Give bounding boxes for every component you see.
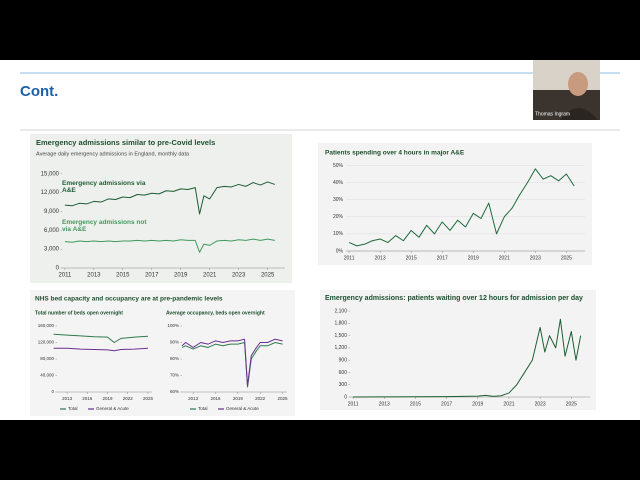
series-line	[53, 347, 148, 352]
x-tick-label: 2021	[203, 273, 217, 279]
x-tick-label: 2013	[379, 401, 390, 407]
x-tick-label: 2015	[406, 255, 417, 261]
y-tick-label: 1,200	[334, 345, 347, 351]
title: Average occupancy, beds open overnight	[166, 310, 265, 316]
x-tick-label: 2011	[58, 273, 72, 279]
webcam-face	[568, 72, 588, 96]
y-tick-label: 70%	[170, 373, 179, 378]
series-line	[181, 342, 283, 388]
y-tick-label: 80%	[170, 356, 179, 361]
x-tick-label: 2025	[278, 396, 289, 401]
x-tick-label: 2019	[103, 396, 114, 401]
series-label: Emergency admissions via A&E	[62, 180, 146, 194]
x-tick-label: 2013	[87, 273, 101, 279]
y-tick-label: 50%	[333, 163, 344, 169]
series-line	[64, 238, 275, 253]
y-tick-label: 3,000	[44, 247, 60, 253]
y-tick-label: 0%	[336, 248, 344, 254]
x-tick-label: 2013	[62, 396, 73, 401]
x-tick-label: 2022	[123, 396, 134, 401]
x-tick-label: 2017	[437, 255, 448, 261]
y-tick-label: 6,000	[44, 228, 60, 234]
x-tick-label: 2015	[116, 273, 130, 279]
x-tick-label: 2019	[472, 401, 483, 407]
chart-panel	[320, 290, 596, 410]
x-tick-label: 2023	[535, 401, 546, 407]
x-tick-label: 2016	[82, 396, 93, 401]
x-tick-label: 2025	[566, 401, 577, 407]
title: Total number of beds open overnight	[35, 310, 123, 316]
series-line	[53, 333, 148, 343]
subtitle: Average daily emergency admissions in En…	[36, 151, 190, 157]
x-tick-label: 2016	[211, 396, 222, 401]
series-line	[353, 318, 582, 398]
x-tick-label: 2021	[499, 255, 510, 261]
y-tick-label: 600	[339, 370, 348, 376]
y-tick-label: 30%	[333, 197, 344, 203]
y-tick-label: 60%	[170, 389, 179, 394]
webcam-wall	[533, 60, 600, 90]
y-tick-label: 0	[56, 266, 60, 272]
y-tick-label: 0	[51, 389, 54, 394]
x-tick-label: 2023	[232, 273, 246, 279]
y-tick-label: 90%	[170, 340, 179, 345]
title: Patients spending over 4 hours in major …	[325, 150, 465, 157]
y-tick-label: 160,000	[38, 323, 55, 328]
y-tick-label: 20%	[333, 214, 344, 220]
title: Emergency admissions similar to pre-Covi…	[36, 138, 215, 147]
y-tick-label: 1,800	[334, 321, 347, 327]
y-tick-label: 15,000	[41, 171, 60, 177]
x-tick-label: 2017	[441, 401, 452, 407]
x-tick-label: 2025	[261, 273, 275, 279]
x-tick-label: 2023	[530, 255, 541, 261]
x-tick-label: 2015	[410, 401, 421, 407]
y-tick-label: 80,000	[40, 356, 54, 361]
y-tick-label: 2,100	[334, 308, 347, 314]
y-tick-label: 100%	[167, 323, 179, 328]
x-tick-label: 2019	[468, 255, 479, 261]
y-tick-label: 40%	[333, 180, 344, 186]
x-tick-label: 2025	[561, 255, 572, 261]
series-line	[348, 168, 575, 247]
legend-label: General & Acute	[226, 406, 259, 411]
x-tick-label: 2022	[255, 396, 266, 401]
legend-label: Total	[68, 406, 78, 411]
legend-label: Total	[198, 406, 208, 411]
x-tick-label: 2021	[503, 401, 514, 407]
chart-panel	[30, 134, 292, 283]
chart-panel	[30, 290, 295, 416]
x-tick-label: 2019	[233, 396, 244, 401]
title: Emergency admissions: patients waiting o…	[325, 295, 583, 302]
x-tick-label: 2013	[375, 255, 386, 261]
legend-label: General & Acute	[96, 406, 129, 411]
y-tick-label: 1,500	[334, 333, 347, 339]
webcam-body	[560, 108, 598, 120]
x-tick-label: 2011	[344, 255, 355, 261]
series-line	[64, 181, 276, 215]
y-tick-label: 900	[339, 357, 348, 363]
y-tick-label: 0	[344, 394, 347, 400]
x-tick-label: 2025	[143, 396, 154, 401]
panel-title: NHS bed capacity and occupancy are at pr…	[35, 296, 223, 303]
x-tick-label: 2019	[174, 273, 188, 279]
x-tick-label: 2011	[348, 401, 359, 407]
slide-title: Cont.	[20, 83, 58, 100]
y-tick-label: 300	[339, 382, 348, 388]
y-tick-label: 120,000	[38, 340, 55, 345]
y-tick-label: 10%	[333, 231, 344, 237]
x-tick-label: 2013	[188, 396, 199, 401]
y-tick-label: 40,000	[40, 373, 54, 378]
y-tick-label: 9,000	[44, 209, 60, 215]
presenter-name: Thomas Ingram	[535, 111, 570, 117]
series-label: Emergency admissions not via A&E	[62, 219, 147, 233]
series-line	[181, 338, 283, 386]
y-tick-label: 12,000	[41, 190, 60, 196]
chart-panel	[318, 143, 592, 265]
x-tick-label: 2017	[145, 273, 159, 279]
